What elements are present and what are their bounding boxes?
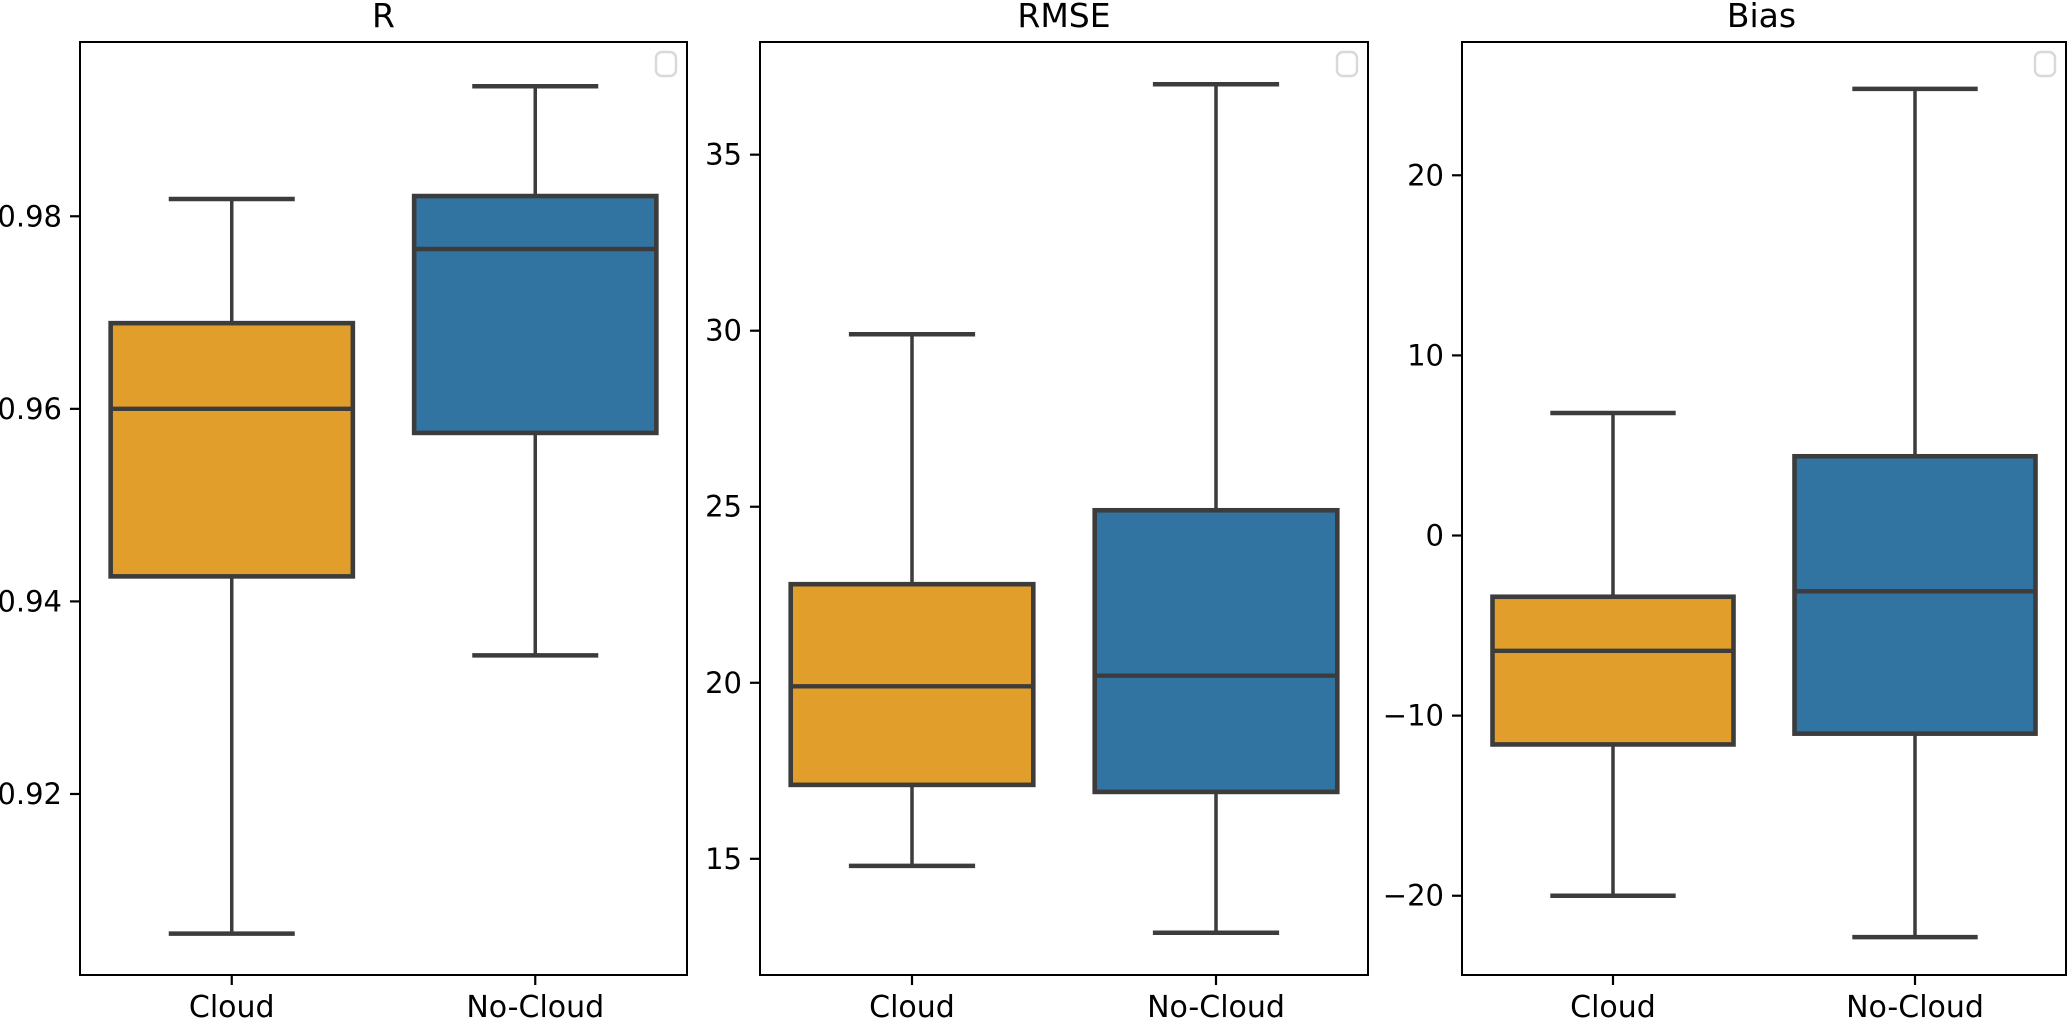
subplot-rmse: RMSE 15 20 25 30 35 Cloud No-Cloud: [680, 0, 1374, 1020]
box-no-cloud: [1792, 453, 2038, 736]
box-no-cloud: [411, 193, 659, 436]
x-tick-label-no-cloud: No-Cloud: [1846, 990, 1984, 1020]
y-tick-label: −20: [1383, 879, 1444, 913]
subplot-bias-title: Bias: [1726, 0, 1797, 35]
legend-empty-box: [2033, 50, 2057, 78]
boxplot-canvas-rmse: 15 20 25 30 35 Cloud No-Cloud: [705, 41, 1369, 1020]
y-tick-label: 30: [705, 314, 742, 348]
y-tick-label: −10: [1383, 699, 1444, 733]
boxplot-canvas-r: 0.92 0.94 0.96 0.98 Cloud No-Cloud: [0, 41, 688, 1020]
y-tick-label: 0.98: [0, 199, 62, 233]
y-tick-label: 20: [705, 666, 742, 700]
legend-empty-box: [654, 50, 678, 78]
legend-empty-box: [1335, 50, 1359, 78]
subplot-bias: Bias −20 −10 0 10 20 Cloud No-Cloud: [1382, 0, 2067, 1020]
y-tick-label: 15: [705, 842, 742, 876]
x-tick-label-cloud: Cloud: [189, 990, 275, 1020]
y-tick-label: 10: [1407, 338, 1444, 372]
x-tick-label-cloud: Cloud: [1570, 990, 1656, 1020]
x-tick-label-no-cloud: No-Cloud: [466, 990, 604, 1020]
x-tick-label-cloud: Cloud: [869, 990, 955, 1020]
y-tick-label: 25: [705, 490, 742, 524]
y-tick-label: 0.92: [0, 777, 62, 811]
x-tick-label-no-cloud: No-Cloud: [1147, 990, 1285, 1020]
y-tick-label: 20: [1407, 158, 1444, 192]
subplot-r: R 0.92 0.94 0.96 0.98 Cloud No-Cloud: [0, 0, 693, 1020]
box-cloud: [108, 320, 356, 579]
box-cloud: [1490, 594, 1736, 747]
boxplot-canvas-bias: −20 −10 0 10 20 Cloud No-Cloud: [1383, 41, 2067, 1020]
y-tick-label: 0.94: [0, 584, 62, 618]
y-tick-label: 0: [1426, 519, 1444, 553]
subplot-r-title: R: [372, 0, 395, 35]
y-tick-label: 35: [705, 138, 742, 172]
y-tick-label: 0.96: [0, 392, 62, 426]
box-no-cloud: [1092, 507, 1340, 795]
subplot-rmse-title: RMSE: [1017, 0, 1111, 35]
